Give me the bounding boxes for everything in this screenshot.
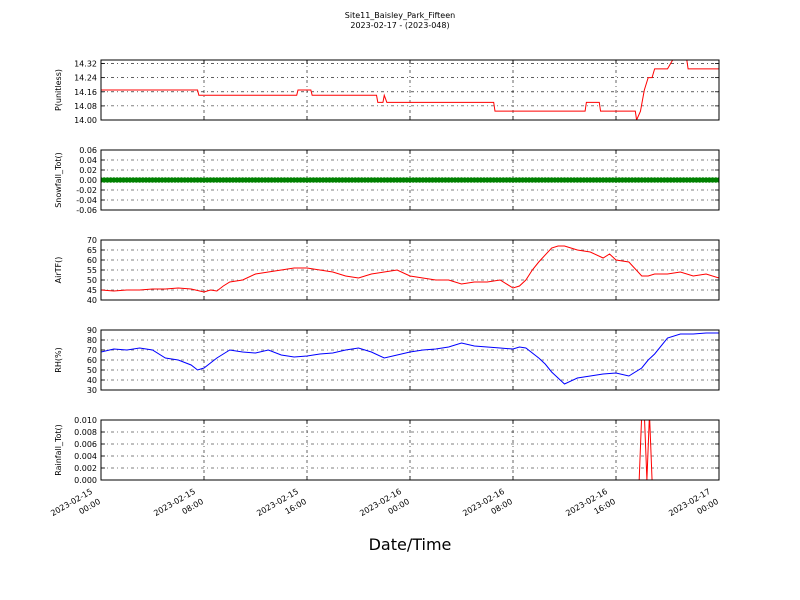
y-tick-label: 0.06 <box>79 146 97 155</box>
y-tick-label: 14.08 <box>74 102 97 111</box>
y-tick-label: 0.008 <box>74 428 97 437</box>
y-tick-label: 70 <box>87 236 97 245</box>
y-tick-label: 0.000 <box>74 476 97 485</box>
series-line-1 <box>101 60 719 120</box>
y-axis-label-4: RH(%) <box>54 347 63 372</box>
y-axis-label-3: AirTF() <box>54 257 63 284</box>
chart-subtitle: 2023-02-17 - (2023-048) <box>350 21 449 30</box>
y-tick-label: 65 <box>87 246 97 255</box>
series-points-2 <box>101 177 719 183</box>
y-tick-label: 40 <box>87 296 97 305</box>
y-tick-label: 0.010 <box>74 416 97 425</box>
plot-frame-2 <box>100 149 720 211</box>
y-tick-label: 30 <box>87 386 97 395</box>
series-line-5 <box>101 420 719 480</box>
chart-title: Site11_Baisley_Park_Fifteen <box>345 11 455 20</box>
x-axis-label: Date/Time <box>369 535 452 554</box>
y-tick-label: 0.002 <box>74 464 97 473</box>
y-tick-label: 0.006 <box>74 440 97 449</box>
y-tick-label: 40 <box>87 376 97 385</box>
y-tick-label: 70 <box>87 346 97 355</box>
y-tick-label: 50 <box>87 276 97 285</box>
series-line-4 <box>101 332 719 385</box>
series-line-3 <box>101 245 719 293</box>
plot-frame-3 <box>100 239 720 301</box>
y-tick-label: -0.02 <box>76 186 97 195</box>
y-axis-label-5: Rainfall_Tot() <box>54 424 63 476</box>
y-tick-label: -0.06 <box>76 206 97 215</box>
y-tick-label: 45 <box>87 286 97 295</box>
plot-frame-4 <box>100 329 720 391</box>
y-axis-label-1: P(unitless) <box>54 69 63 111</box>
y-tick-label: 90 <box>87 326 97 335</box>
y-tick-label: 0.00 <box>79 176 97 185</box>
plot-frame-1 <box>100 59 720 121</box>
y-tick-label: 14.24 <box>74 74 97 83</box>
y-tick-label: 14.16 <box>74 88 97 97</box>
subplot-1: 14.32 14.24 14.16 14.08 14.00 P(unitless) <box>54 59 720 125</box>
y-tick-label: 0.02 <box>79 166 97 175</box>
plot-frame-5 <box>100 419 720 481</box>
y-tick-label: 14.32 <box>74 60 97 69</box>
y-axis-label-2: Snowfall_Tot() <box>54 152 63 208</box>
y-tick-label: 80 <box>87 336 97 345</box>
y-tick-label: 14.00 <box>74 116 97 125</box>
y-tick-label: 50 <box>87 366 97 375</box>
subplot-5: 0.010 0.008 0.006 0.004 0.002 0.000 Rainfall_T… <box>54 416 720 485</box>
y-tick-label: 0.004 <box>74 452 97 461</box>
y-tick-label: 60 <box>87 356 97 365</box>
y-tick-label: 0.04 <box>79 156 97 165</box>
y-tick-label: 60 <box>87 256 97 265</box>
y-tick-label: -0.04 <box>76 196 97 205</box>
y-tick-label: 55 <box>87 266 97 275</box>
subplot-2: 0.060.040.020.00-0.02-0.04-0.06 Snowfall_… <box>54 146 720 215</box>
subplot-stack: 14.32 14.24 14.16 14.08 14.00 P(unitless) 0.06… <box>54 59 720 485</box>
